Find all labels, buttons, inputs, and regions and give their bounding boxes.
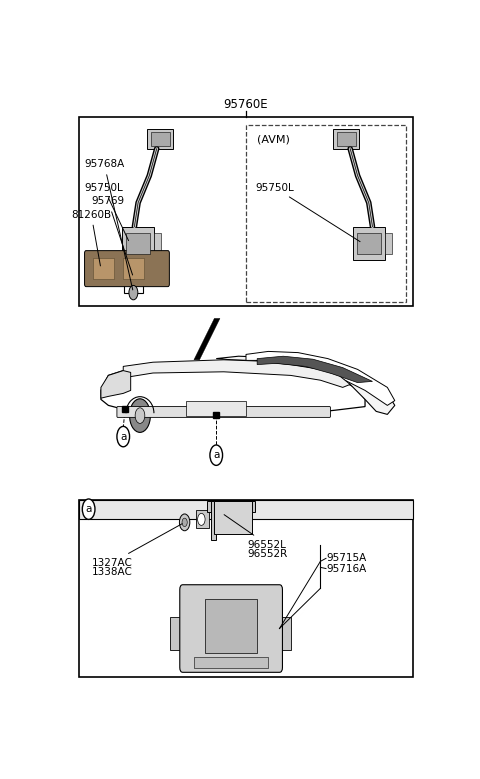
Text: 1338AC: 1338AC — [92, 567, 132, 577]
Bar — [194, 657, 268, 668]
Bar — [357, 233, 381, 254]
Bar — [196, 510, 209, 528]
Bar — [246, 125, 406, 302]
Polygon shape — [257, 356, 372, 382]
Circle shape — [182, 518, 187, 527]
Circle shape — [83, 499, 95, 520]
Text: a: a — [213, 450, 219, 460]
Polygon shape — [101, 365, 365, 413]
Bar — [122, 227, 154, 259]
Text: (AVM): (AVM) — [257, 134, 290, 144]
Circle shape — [198, 513, 205, 525]
Text: 95760E: 95760E — [224, 98, 268, 111]
Bar — [211, 502, 216, 541]
Bar — [154, 233, 161, 254]
Bar — [207, 502, 255, 512]
Bar — [278, 616, 291, 650]
Text: 96552R: 96552R — [248, 549, 288, 559]
Bar — [151, 132, 170, 146]
Bar — [353, 227, 384, 259]
Circle shape — [135, 407, 145, 424]
Text: 1327AC: 1327AC — [92, 523, 182, 568]
Polygon shape — [246, 351, 395, 405]
Text: 95715A: 95715A — [326, 553, 367, 563]
Bar — [79, 118, 413, 306]
Bar — [337, 132, 356, 146]
Bar — [215, 502, 252, 534]
Text: 95716A: 95716A — [326, 563, 367, 573]
Text: 95769: 95769 — [92, 196, 132, 275]
Bar — [170, 616, 184, 650]
Bar — [124, 263, 143, 293]
Text: 95750L: 95750L — [84, 182, 129, 241]
Bar — [79, 499, 413, 676]
Text: 95750L: 95750L — [255, 182, 360, 241]
Text: 95768A: 95768A — [84, 159, 133, 290]
Bar — [79, 499, 413, 519]
Text: 81260B: 81260B — [71, 210, 111, 266]
Bar — [384, 233, 392, 254]
Bar — [334, 129, 360, 149]
Circle shape — [130, 399, 150, 432]
Bar — [186, 400, 246, 415]
Bar — [94, 258, 114, 280]
FancyBboxPatch shape — [180, 585, 282, 672]
Circle shape — [210, 445, 223, 465]
Circle shape — [117, 426, 130, 447]
Polygon shape — [216, 356, 395, 414]
FancyBboxPatch shape — [84, 251, 169, 287]
Bar — [205, 598, 257, 653]
FancyBboxPatch shape — [117, 407, 330, 418]
Polygon shape — [123, 360, 350, 387]
Polygon shape — [194, 319, 220, 360]
Bar — [123, 258, 144, 280]
Circle shape — [129, 285, 138, 300]
Text: a: a — [120, 432, 126, 442]
Circle shape — [180, 514, 190, 530]
Bar — [147, 129, 173, 149]
Polygon shape — [101, 371, 131, 398]
Bar — [126, 233, 150, 254]
Text: 96552L: 96552L — [224, 515, 287, 549]
Text: a: a — [85, 504, 92, 514]
